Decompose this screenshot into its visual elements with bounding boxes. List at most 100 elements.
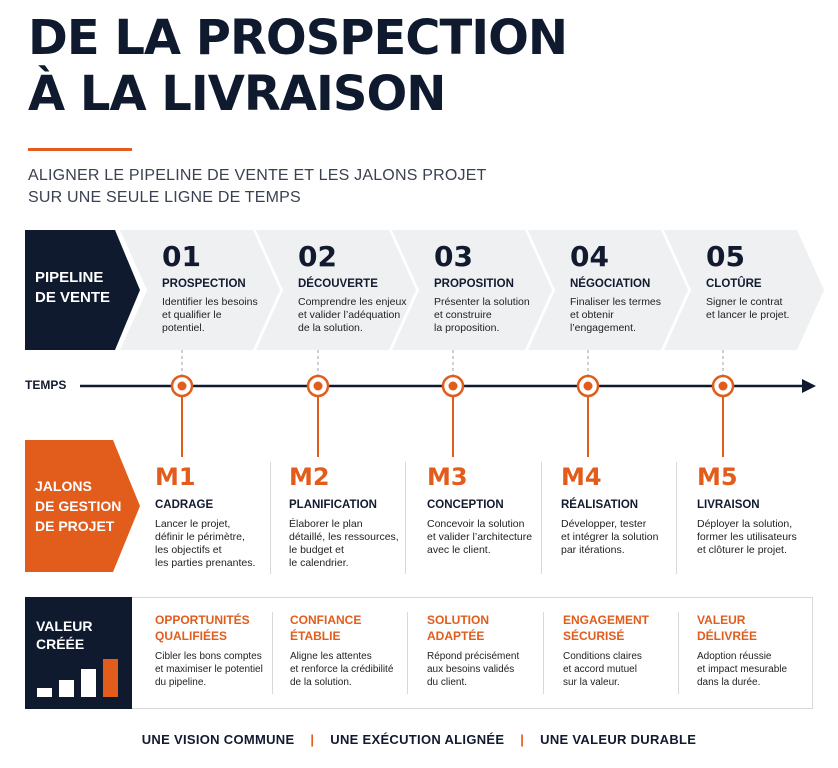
milestone-desc-line: définir le périmètre, [155, 531, 245, 543]
chevron-shape [120, 230, 280, 350]
milestones-label-arrow-shape [25, 440, 140, 572]
milestone-m1: M1 CADRAGE Lancer le projet, définir le … [155, 462, 285, 570]
footer-tagline: UNE VISION COMMUNE | UNE EXÉCUTION ALIGN… [0, 732, 838, 747]
footer-part-3: UNE VALEUR DURABLE [540, 732, 697, 747]
milestone-desc-line: par itérations. [561, 544, 625, 556]
step-desc-line: et construire [434, 309, 492, 321]
pipeline-label-block: PIPELINE DE VENTE [25, 230, 140, 350]
step-desc-line: et obtenir [570, 309, 614, 321]
value-description: Adoption réussie et impact mesurable dan… [697, 650, 822, 689]
pipeline-label-arrow-shape [25, 230, 140, 350]
step-title: CLOTÛRE [706, 278, 762, 290]
chevron-shape [256, 230, 416, 350]
milestone-desc-line: former les utilisateurs [697, 531, 797, 543]
value-title-line: QUALIFIÉES [155, 629, 228, 643]
milestone-desc-line: Concevoir la solution [427, 518, 525, 530]
value-title: ENGAGEMENT SÉCURISÉ [563, 612, 688, 644]
footer-separator: | [310, 732, 315, 747]
milestone-desc-line: détaillé, les ressources, [289, 531, 399, 543]
value-desc-line: sur la valeur. [563, 677, 620, 688]
subtitle-line-1: ALIGNER LE PIPELINE DE VENTE ET LES JALO… [28, 167, 487, 184]
milestone-desc-line: et valider l’architecture [427, 531, 533, 543]
milestone-title: PLANIFICATION [289, 499, 377, 511]
milestone-divider [541, 462, 542, 574]
value-desc-line: et maximiser le potentiel [155, 664, 263, 675]
value-desc-line: du pipeline. [155, 677, 207, 688]
value-label-block: VALEUR CRÉÉE [25, 597, 132, 709]
step-title: PROSPECTION [162, 278, 246, 290]
step-desc-line: potentiel. [162, 322, 205, 334]
step-title: DÉCOUVERTE [298, 278, 378, 290]
value-item-5: VALEUR DÉLIVRÉE Adoption réussie et impa… [697, 612, 822, 689]
milestone-desc-line: avec le client. [427, 544, 491, 556]
value-desc-line: et renforce la crédibilité [290, 664, 394, 675]
value-item-2: CONFIANCE ÉTABLIE Aligne les attentes et… [290, 612, 415, 689]
milestone-number: M4 [561, 463, 602, 491]
value-desc-line: du client. [427, 677, 468, 688]
value-description: Cibler les bons comptes et maximiser le … [155, 650, 280, 689]
pipeline-step-2: 02 DÉCOUVERTE Comprendre les enjeux et v… [256, 230, 416, 350]
value-desc-line: Cibler les bons comptes [155, 651, 262, 662]
pipeline-step-4: 04 NÉGOCIATION Finaliser les termes et o… [528, 230, 688, 350]
milestone-desc-line: le budget et [289, 544, 344, 556]
milestone-title: CADRAGE [155, 499, 214, 511]
milestone-description: Élaborer le plan détaillé, les ressource… [289, 518, 419, 570]
milestone-m3: M3 CONCEPTION Concevoir la solution et v… [427, 462, 557, 557]
timeline-dashed-connectors [181, 350, 724, 375]
step-desc-line: et qualifier le [162, 309, 222, 321]
timeline-label: TEMPS [25, 378, 67, 392]
value-desc-line: et impact mesurable [697, 664, 788, 675]
pipeline-step-1: 01 PROSPECTION Identifier les besoins et… [120, 230, 280, 350]
milestone-number: M3 [427, 463, 468, 491]
milestone-divider [405, 462, 406, 574]
bar-growth-icon [37, 659, 118, 697]
value-divider [678, 612, 679, 694]
value-desc-line: dans la durée. [697, 677, 761, 688]
footer-separator: | [520, 732, 525, 747]
footer-part-1: UNE VISION COMMUNE [141, 732, 295, 747]
step-description: Signer le contrat et lancer le projet. [706, 296, 816, 322]
subtitle: ALIGNER LE PIPELINE DE VENTE ET LES JALO… [28, 165, 487, 209]
step-number: 01 [162, 240, 201, 273]
value-title-line: ÉTABLIE [290, 629, 341, 643]
milestone-description: Lancer le projet, définir le périmètre, … [155, 518, 285, 570]
pipeline-label-line-1: PIPELINE [35, 269, 104, 286]
value-label-line-2: CRÉÉE [36, 636, 85, 652]
timeline-markers [170, 374, 735, 398]
milestone-desc-line: les objectifs et [155, 544, 222, 556]
value-title-line: VALEUR [697, 613, 746, 627]
step-desc-line: la proposition. [434, 322, 500, 334]
step-desc-line: et valider l’adéquation [298, 309, 401, 321]
value-title: VALEUR DÉLIVRÉE [697, 612, 822, 644]
chevron-shape [392, 230, 552, 350]
step-desc-line: Comprendre les enjeux [298, 296, 407, 308]
milestone-desc-line: et clôturer le projet. [697, 544, 787, 556]
milestone-title: CONCEPTION [427, 499, 504, 511]
step-number: 02 [298, 240, 337, 273]
milestone-m4: M4 RÉALISATION Développer, tester et int… [561, 462, 691, 557]
value-label: VALEUR CRÉÉE [36, 617, 93, 653]
value-desc-line: Répond précisément [427, 651, 520, 662]
timeline-graphic [80, 350, 816, 457]
milestones-label-line-3: DE PROJET [35, 518, 115, 534]
step-desc-line: et lancer le projet. [706, 309, 790, 321]
step-description: Identifier les besoins et qualifier le p… [162, 296, 272, 335]
milestones-label-line-2: DE GESTION [35, 498, 122, 514]
value-title-line: ENGAGEMENT [563, 613, 650, 627]
chevron-shape [528, 230, 688, 350]
title-line-1: DE LA PROSPECTION [28, 10, 568, 66]
value-item-1: OPPORTUNITÉS QUALIFIÉES Cibler les bons … [155, 612, 280, 689]
milestone-desc-line: Déployer la solution, [697, 518, 793, 530]
milestone-divider [676, 462, 677, 574]
value-label-line-1: VALEUR [36, 618, 93, 634]
milestones-label: JALONS DE GESTION DE PROJET [35, 476, 121, 536]
pipeline-label: PIPELINE DE VENTE [35, 268, 110, 308]
value-desc-line: Conditions claires [563, 651, 642, 662]
step-desc-line: l’engagement. [570, 322, 636, 334]
pipeline-label-line-2: DE VENTE [35, 289, 111, 306]
milestone-number: M2 [289, 463, 330, 491]
value-title-line: OPPORTUNITÉS [155, 613, 250, 627]
value-item-3: SOLUTION ADAPTÉE Répond précisément aux … [427, 612, 552, 689]
step-number: 05 [706, 240, 745, 273]
value-title-line: CONFIANCE [290, 613, 362, 627]
